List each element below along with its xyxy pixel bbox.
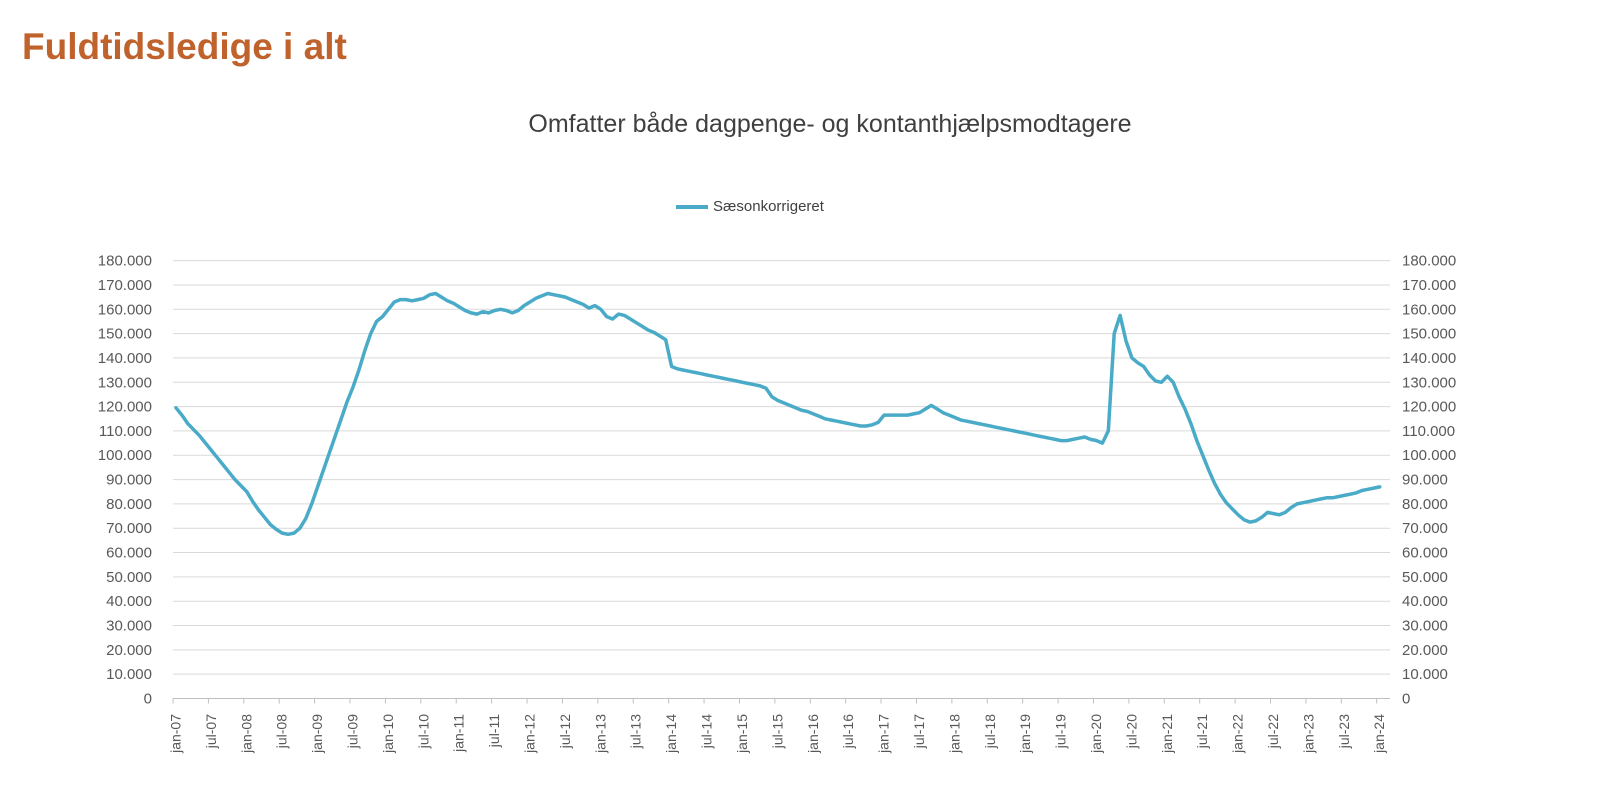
y-axis-label-right: 70.000 — [1402, 520, 1448, 537]
chart-title: Omfatter både dagpenge- og kontanthjælps… — [528, 110, 1132, 138]
y-axis-label-right: 10.000 — [1402, 666, 1448, 683]
y-axis-label-left: 40.000 — [106, 593, 152, 610]
x-axis-label: jul-15 — [769, 714, 785, 749]
y-axis-label-left: 170.000 — [98, 277, 152, 294]
page-title: Fuldtidsledige i alt — [22, 26, 347, 67]
x-axis-label: jan-09 — [309, 714, 325, 754]
x-axis-label: jan-07 — [168, 714, 184, 754]
y-axis-label-right: 130.000 — [1402, 374, 1456, 391]
x-axis-label: jul-17 — [911, 714, 927, 749]
y-axis-label-left: 10.000 — [106, 666, 152, 683]
y-axis-label-left: 110.000 — [99, 423, 152, 440]
x-axis-label: jul-12 — [557, 714, 573, 749]
y-axis-label-right: 0 — [1402, 691, 1410, 708]
y-axis-label-right: 160.000 — [1402, 301, 1456, 318]
x-axis-label: jan-23 — [1300, 714, 1316, 754]
x-axis-label: jan-22 — [1230, 714, 1246, 754]
y-axis-label-left: 80.000 — [106, 496, 152, 513]
x-axis-label: jan-13 — [592, 714, 608, 754]
y-axis-label-left: 100.000 — [98, 447, 152, 464]
y-axis-label-left: 50.000 — [106, 569, 152, 586]
y-axis-label-right: 50.000 — [1402, 569, 1448, 586]
y-axis-label-left: 70.000 — [106, 520, 152, 537]
y-axis-label-left: 120.000 — [98, 399, 152, 416]
y-axis-label-right: 20.000 — [1402, 642, 1448, 659]
y-axis-label-right: 100.000 — [1402, 447, 1456, 464]
x-axis-label: jan-15 — [734, 714, 750, 754]
x-axis-label: jul-07 — [203, 714, 219, 749]
x-axis-label: jan-18 — [946, 714, 962, 754]
x-axis-label: jan-11 — [451, 714, 467, 753]
y-axis-label-right: 110.000 — [1402, 423, 1455, 440]
x-axis-label: jan-21 — [1159, 714, 1175, 754]
x-axis-label: jul-22 — [1265, 714, 1281, 749]
y-axis-label-left: 30.000 — [106, 618, 152, 635]
x-axis-label: jul-18 — [982, 714, 998, 749]
y-axis-label-left: 130.000 — [98, 374, 152, 391]
x-axis-label: jul-08 — [274, 714, 290, 749]
chart-legend: Sæsonkorrigeret — [460, 198, 1040, 215]
series-line-sæsonkorrigeret — [174, 291, 1382, 537]
y-axis-label-left: 90.000 — [106, 472, 152, 489]
y-axis-label-right: 150.000 — [1402, 326, 1456, 343]
x-axis-label: jul-16 — [840, 714, 856, 749]
x-axis-label: jan-14 — [663, 714, 679, 754]
y-axis-label-right: 180.000 — [1402, 253, 1456, 270]
x-axis-label: jul-20 — [1123, 714, 1139, 749]
x-axis-label: jul-14 — [699, 714, 715, 749]
y-axis-label-right: 30.000 — [1402, 618, 1448, 635]
y-axis-label-left: 0 — [144, 691, 152, 708]
legend-line-swatch — [676, 204, 709, 209]
y-axis-label-left: 60.000 — [106, 545, 152, 562]
x-axis-label: jul-19 — [1053, 714, 1069, 749]
y-axis-label-left: 140.000 — [98, 350, 152, 367]
x-axis-label: jul-23 — [1336, 714, 1352, 749]
x-axis-label: jan-08 — [238, 714, 254, 754]
x-axis-label: jul-10 — [415, 714, 431, 749]
y-axis-label-right: 80.000 — [1402, 496, 1448, 513]
y-axis-label-right: 60.000 — [1402, 545, 1448, 562]
x-axis-label: jan-16 — [805, 714, 821, 754]
x-axis-label: jan-10 — [380, 714, 396, 754]
legend-label: Sæsonkorrigeret — [713, 198, 824, 215]
x-axis-label: jul-13 — [628, 714, 644, 749]
y-axis-label-left: 20.000 — [106, 642, 152, 659]
y-axis-label-right: 90.000 — [1402, 472, 1448, 489]
y-axis-label-right: 140.000 — [1402, 350, 1456, 367]
x-axis-label: jan-24 — [1371, 714, 1387, 754]
x-axis-label: jul-09 — [345, 714, 361, 749]
x-axis-label: jan-20 — [1088, 714, 1104, 754]
x-axis-label: jan-19 — [1017, 714, 1033, 754]
y-axis-label-left: 160.000 — [98, 301, 152, 318]
x-axis-label: jan-12 — [522, 714, 538, 754]
y-axis-label-left: 180.000 — [98, 253, 152, 270]
x-axis-label: jul-11 — [486, 714, 502, 748]
x-axis-label: jul-21 — [1194, 714, 1210, 749]
x-axis-label: jan-17 — [876, 714, 892, 754]
y-axis-label-right: 120.000 — [1402, 399, 1456, 416]
y-axis-label-left: 150.000 — [98, 326, 152, 343]
y-axis-label-right: 40.000 — [1402, 593, 1448, 610]
y-axis-label-right: 170.000 — [1402, 277, 1456, 294]
